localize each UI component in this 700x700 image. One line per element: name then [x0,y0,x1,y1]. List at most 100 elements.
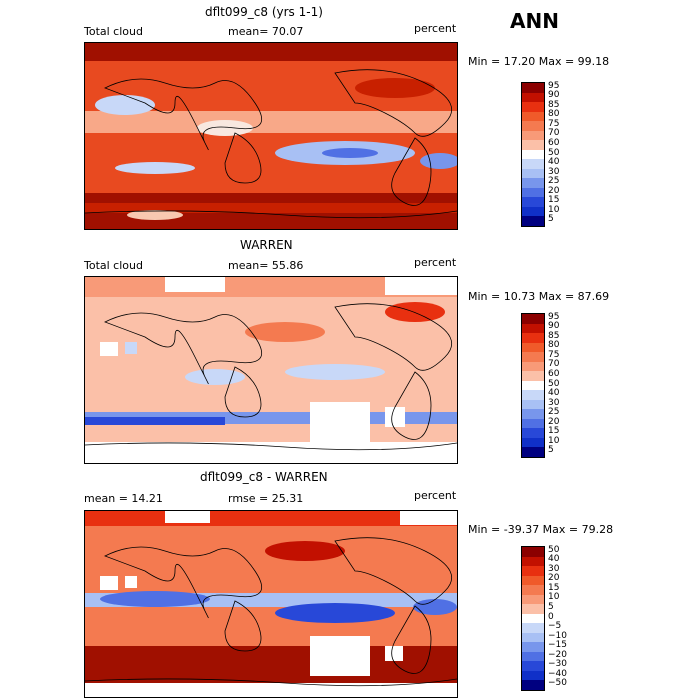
colorbar-swatch [522,447,544,457]
panel1-colorbar [521,82,545,227]
colorbar-swatch [522,547,544,557]
colorbar-tick-label: 70 [548,128,560,139]
colorbar-swatch [522,314,544,324]
panel2-title: WARREN [240,238,293,252]
colorbar-swatch [522,352,544,362]
panel2-map-field [85,277,457,463]
colorbar-tick-label: −5 [548,621,562,632]
colorbar-swatch [522,380,544,391]
colorbar-tick-label: 20 [548,185,560,196]
colorbar-tick-label: 90 [548,90,560,101]
colorbar-tick-label: 80 [548,340,560,351]
colorbar-tick-label: −50 [548,678,567,689]
panel2-left-label: Total cloud [84,259,143,272]
panel3-colorbar [521,546,545,691]
colorbar-tick-label: −15 [548,640,567,651]
colorbar-swatch [522,130,544,141]
colorbar-tick-label: 20 [548,573,560,584]
colorbar-swatch [522,216,544,226]
colorbar-tick-label: 25 [548,407,560,418]
panel3-map-field [85,511,457,697]
colorbar-tick-label: 90 [548,321,560,332]
colorbar-swatch [522,390,544,400]
colorbar-tick-label: 95 [548,80,560,91]
colorbar-tick-label: 75 [548,118,560,129]
colorbar-swatch [522,92,544,103]
colorbar-tick-label: 60 [548,137,560,148]
colorbar-tick-label: 0 [548,611,554,622]
colorbar-tick-label: 50 [548,147,560,158]
colorbar-tick-label: 40 [548,554,560,565]
colorbar-tick-label: 5 [548,214,554,225]
colorbar-tick-label: −30 [548,659,567,670]
colorbar-tick-label: −20 [548,649,567,660]
colorbar-swatch [522,428,544,438]
colorbar-swatch [522,168,544,179]
colorbar-swatch [522,585,544,595]
colorbar-tick-label: 15 [548,195,560,206]
colorbar-swatch [522,594,544,605]
colorbar-swatch [522,159,544,169]
colorbar-swatch [522,342,544,353]
panel2-map [84,276,458,464]
colorbar-swatch [522,140,544,150]
colorbar-tick-label: 20 [548,416,560,427]
colorbar-swatch [522,409,544,419]
colorbar-tick-label: −40 [548,668,567,679]
colorbar-tick-label: 15 [548,426,560,437]
colorbar-tick-label: 30 [548,166,560,177]
panel2-mean-label: mean= 55.86 [228,259,304,272]
colorbar-swatch [522,556,544,567]
colorbar-tick-label: 25 [548,176,560,187]
colorbar-swatch [522,680,544,690]
colorbar-swatch [522,102,544,112]
colorbar-swatch [522,661,544,671]
colorbar-tick-label: 50 [548,378,560,389]
colorbar-swatch [522,651,544,662]
colorbar-swatch [522,371,544,381]
colorbar-swatch [522,206,544,217]
panel1-title: dflt099_c8 (yrs 1-1) [205,5,323,19]
colorbar-tick-label: 5 [548,601,554,612]
colorbar-swatch [522,575,544,586]
colorbar-swatch [522,604,544,614]
colorbar-tick-label: 70 [548,359,560,370]
colorbar-swatch [522,632,544,643]
colorbar-swatch [522,83,544,93]
colorbar-swatch [522,437,544,448]
colorbar-tick-label: 85 [548,99,560,110]
colorbar-swatch [522,149,544,160]
panel3-map [84,510,458,698]
panel1-map [84,42,458,230]
colorbar-tick-label: 80 [548,109,560,120]
colorbar-tick-label: 10 [548,435,560,446]
colorbar-tick-label: 60 [548,368,560,379]
colorbar-swatch [522,399,544,410]
colorbar-swatch [522,333,544,343]
colorbar-tick-label: 50 [548,544,560,555]
colorbar-tick-label: 5 [548,445,554,456]
colorbar-swatch [522,613,544,624]
panel3-mean-label: mean = 14.21 [84,492,163,505]
colorbar-tick-label: 15 [548,582,560,593]
panel1-units-label: percent [414,22,457,35]
panel2-minmax: Min = 10.73 Max = 87.69 [468,290,610,303]
panel3-units-label: percent [414,489,457,502]
colorbar-swatch [522,642,544,652]
panel1-minmax: Min = 17.20 Max = 99.18 [468,55,610,68]
colorbar-swatch [522,623,544,633]
panel2-units-label: percent [414,256,457,269]
colorbar-swatch [522,111,544,122]
colorbar-tick-label: 40 [548,388,560,399]
colorbar-swatch [522,197,544,207]
colorbar-swatch [522,566,544,576]
panel1-left-label: Total cloud [84,25,143,38]
colorbar-tick-label: 10 [548,204,560,215]
colorbar-swatch [522,187,544,198]
panel3-rmse-label: rmse = 25.31 [228,492,304,505]
colorbar-tick-label: 30 [548,397,560,408]
colorbar-tick-label: 40 [548,157,560,168]
panel1-map-field [85,43,457,229]
panel2-colorbar [521,313,545,458]
colorbar-swatch [522,418,544,429]
